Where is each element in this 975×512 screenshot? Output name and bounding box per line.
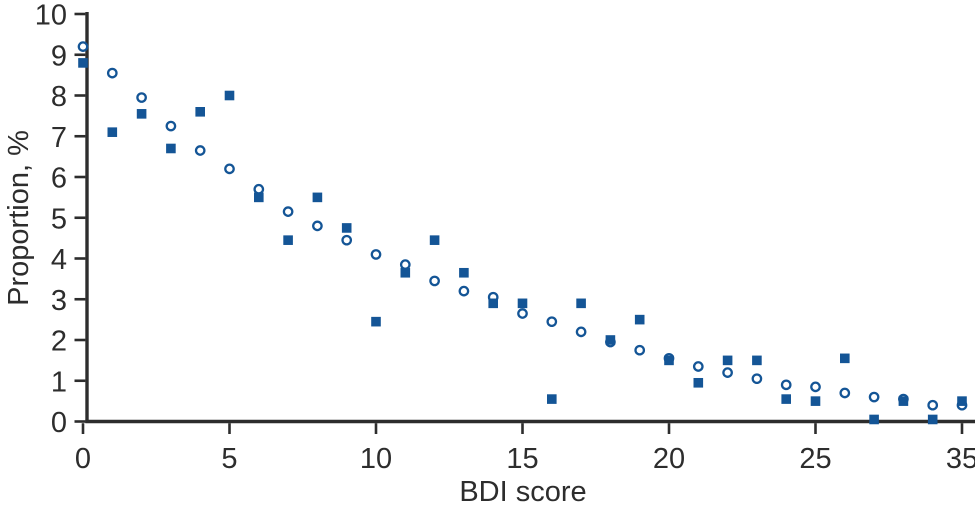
data-point-square <box>810 396 821 406</box>
data-point-square <box>927 414 938 425</box>
data-point-circle <box>839 387 851 399</box>
data-point-circle <box>517 308 528 319</box>
x-axis-title: BDI score <box>459 476 586 507</box>
data-point-circle <box>546 316 558 328</box>
data-point-square <box>312 192 323 203</box>
data-point-square <box>634 314 645 325</box>
y-tick-label: 0 <box>51 407 67 439</box>
data-point-circle <box>780 379 792 391</box>
data-point-square <box>254 192 264 203</box>
data-point-circle <box>575 326 587 338</box>
x-tick-label: 15 <box>506 443 538 475</box>
data-point-square <box>195 107 205 117</box>
data-point-square <box>664 355 674 366</box>
data-point-circle <box>194 145 206 156</box>
data-point-circle <box>634 344 646 356</box>
data-point-circle <box>312 220 323 232</box>
data-point-square <box>429 235 440 245</box>
data-point-circle <box>282 206 294 217</box>
y-tick-label: 7 <box>51 122 67 154</box>
x-tick-label: 35 <box>946 443 975 475</box>
plot-marks-layer: 0 1 2 3 4 5 6 7 8 9 10 0 5 10 15 20 25 35 <box>35 0 975 475</box>
x-tick-label: 20 <box>653 443 685 475</box>
data-point-circle <box>341 234 353 246</box>
data-point-circle <box>868 391 880 403</box>
x-tick-label: 25 <box>799 443 831 475</box>
y-tick-label: 9 <box>51 40 67 72</box>
data-point-square <box>869 414 879 425</box>
data-point-square <box>283 235 293 245</box>
data-point-circle <box>722 367 733 378</box>
data-point-circle <box>692 361 704 372</box>
data-point-square <box>576 298 586 309</box>
x-tick-label: 0 <box>75 443 91 475</box>
data-point-square <box>224 90 235 101</box>
y-tick-label: 6 <box>51 163 67 195</box>
data-point-circle <box>77 41 89 52</box>
data-point-square <box>605 335 616 345</box>
data-point-circle <box>165 120 177 132</box>
y-tick-label: 10 <box>35 0 67 32</box>
data-point-circle <box>399 259 411 270</box>
data-point-square <box>341 223 352 233</box>
data-point-square <box>107 127 118 137</box>
data-point-circle <box>136 92 147 103</box>
data-point-square <box>459 267 469 278</box>
data-point-circle <box>751 373 763 385</box>
data-point-square <box>166 143 176 154</box>
data-point-square <box>781 394 791 404</box>
y-tick-label: 2 <box>51 326 67 358</box>
data-point-circle <box>810 381 821 393</box>
data-point-square <box>400 267 411 278</box>
data-point-square <box>840 353 850 364</box>
data-point-circle <box>458 285 470 297</box>
data-point-square <box>488 298 498 309</box>
y-tick-label: 8 <box>51 81 67 113</box>
y-tick-label: 4 <box>51 244 67 276</box>
data-point-circle <box>429 275 440 287</box>
y-axis-title: Proportion, % <box>3 130 35 306</box>
data-point-square <box>722 355 733 366</box>
data-point-square <box>517 298 528 309</box>
data-point-square <box>898 396 909 406</box>
data-point-square <box>547 394 557 404</box>
data-point-square <box>752 355 762 366</box>
x-tick-label: 5 <box>221 443 237 475</box>
data-point-square <box>957 396 967 406</box>
data-point-circle <box>253 183 265 195</box>
data-point-square <box>693 377 704 388</box>
y-tick-label: 3 <box>51 285 67 317</box>
data-point-square <box>371 316 381 327</box>
data-point-square <box>78 58 88 68</box>
data-point-circle <box>106 67 118 79</box>
y-tick-label: 1 <box>51 366 67 398</box>
data-point-circle <box>370 249 382 260</box>
data-point-circle <box>927 399 939 411</box>
y-tick-label: 5 <box>51 203 67 235</box>
data-point-circle <box>224 163 235 175</box>
x-tick-label: 10 <box>360 443 392 475</box>
data-point-square <box>136 109 147 119</box>
